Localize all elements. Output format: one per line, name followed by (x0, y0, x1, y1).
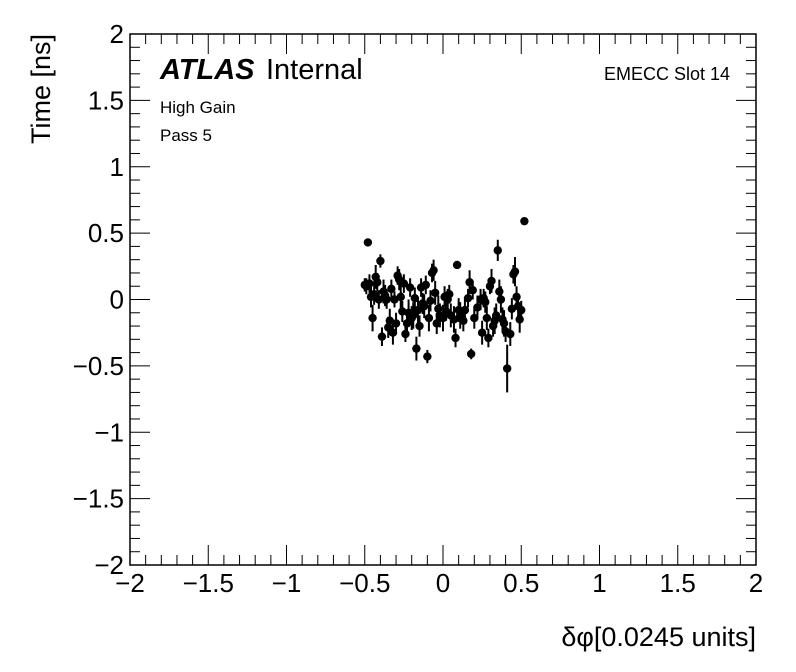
y-tick-label: −1.5 (73, 484, 124, 514)
data-point (451, 333, 460, 343)
data-point (430, 288, 440, 298)
x-tick-label: 0 (436, 568, 450, 598)
y-tick-label: 1.5 (88, 85, 124, 115)
x-tick-label: 2 (749, 568, 763, 598)
data-point (512, 292, 521, 302)
x-tick-label: −1.5 (183, 568, 234, 598)
y-tick-label: 2 (110, 19, 124, 49)
data-point (396, 292, 405, 302)
data-point (391, 319, 401, 328)
data-point (493, 246, 502, 255)
data-point (415, 321, 424, 331)
data-point (506, 329, 515, 339)
data-point (421, 280, 430, 290)
atlas-label-internal: Internal (266, 54, 363, 86)
data-point (463, 293, 473, 303)
data-point (373, 278, 382, 287)
x-tick-label: 0.5 (503, 568, 539, 598)
data-point (510, 267, 520, 276)
y-axis-title: Time [ns] (26, 34, 56, 144)
data-point (496, 295, 506, 304)
data-point (487, 276, 496, 286)
data-point (420, 301, 429, 311)
data-point (382, 295, 391, 304)
data-point (495, 287, 504, 296)
y-tick-label: −1 (94, 417, 124, 447)
data-point (520, 216, 529, 226)
data-point (401, 329, 410, 339)
data-point (473, 303, 482, 312)
data-point (365, 279, 374, 288)
data-point (376, 256, 385, 266)
data-point (502, 364, 512, 373)
data-point (413, 305, 423, 315)
pass-label: Pass 5 (160, 126, 212, 145)
data-point (410, 293, 420, 303)
data-point (481, 297, 490, 307)
data-point (499, 319, 509, 328)
data-point (515, 315, 524, 324)
data-point (424, 313, 434, 323)
data-point (412, 344, 421, 353)
x-tick-label: −2 (115, 568, 145, 598)
data-point (426, 296, 435, 306)
data-points (360, 216, 529, 393)
data-point (399, 279, 409, 288)
y-tick-label: 0 (110, 285, 124, 315)
data-point (423, 352, 432, 361)
x-tick-label: 1 (592, 568, 606, 598)
data-point (484, 333, 493, 343)
x-tick-label: 1.5 (660, 568, 696, 598)
data-point (459, 316, 468, 325)
data-point (388, 328, 398, 337)
data-point (482, 313, 492, 323)
axis-ticks (129, 33, 757, 566)
y-tick-label: −0.5 (73, 351, 124, 381)
data-point (470, 313, 479, 323)
slot-label: EMECC Slot 14 (604, 64, 730, 84)
data-point (466, 349, 476, 359)
data-point (377, 332, 387, 341)
x-tick-labels: −2 −1.5 −1 −0.5 0 0.5 1 1.5 2 (115, 568, 763, 598)
gain-label: High Gain (160, 98, 236, 117)
data-point (374, 295, 384, 304)
data-point (468, 286, 477, 295)
x-tick-label: −1 (272, 568, 302, 598)
data-point (452, 260, 462, 270)
x-axis-title: δφ[0.0245 units] (561, 622, 756, 652)
data-point (477, 328, 487, 337)
y-tick-label: 0.5 (88, 218, 124, 248)
data-point (368, 313, 377, 323)
y-tick-label: 1 (110, 152, 124, 182)
data-point (405, 283, 415, 292)
data-point (363, 238, 373, 247)
data-point (517, 305, 526, 315)
data-point (492, 311, 501, 320)
data-point (387, 284, 396, 294)
data-point (398, 307, 407, 316)
y-tick-label: −2 (94, 550, 124, 580)
y-tick-labels: −2 −1.5 −1 −0.5 0 0.5 1 1.5 2 (73, 19, 124, 580)
data-point (465, 278, 474, 287)
data-point (445, 289, 454, 299)
x-tick-label: −0.5 (339, 568, 390, 598)
data-point (460, 305, 470, 315)
data-point (449, 315, 459, 324)
data-point (438, 313, 448, 323)
atlas-label: ATLAS Internal (159, 54, 363, 86)
data-point (429, 266, 438, 275)
atlas-label-bold: ATLAS (159, 54, 255, 86)
